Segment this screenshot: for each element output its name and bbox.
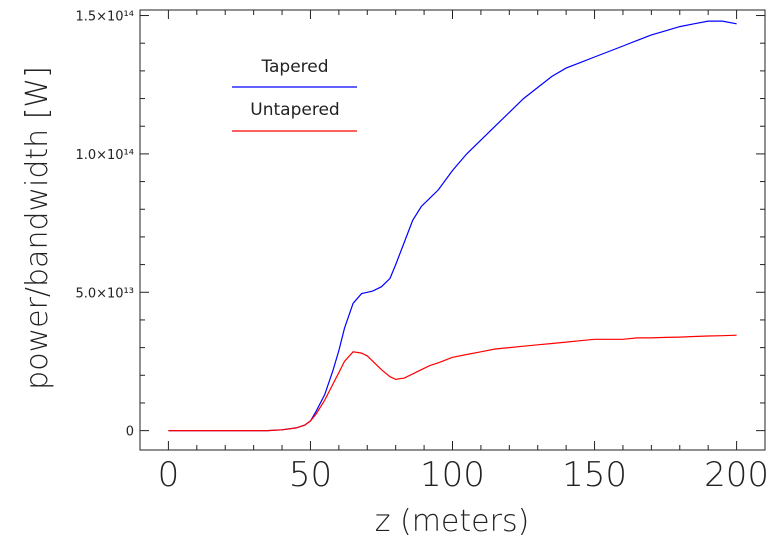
y-tick-label: 5.0×10¹³ [75, 286, 134, 301]
x-tick-label: 150 [562, 455, 627, 495]
y-tick-label: 1.0×10¹⁴ [75, 148, 134, 163]
legend: Tapered Untapered [232, 57, 357, 132]
series-line-tapered [168, 20, 737, 432]
y-tick-label: 1.5×10¹⁴ [75, 10, 134, 25]
axes [139, 9, 766, 451]
legend-label-untapered: Untapered [250, 100, 339, 120]
legend-label-tapered: Tapered [260, 57, 328, 77]
x-tick-label: 0 [158, 455, 180, 495]
x-axis-label: z (meters) [375, 504, 530, 539]
x-tick-label: 200 [704, 455, 769, 495]
plot-frame [139, 9, 766, 451]
x-tick-label: 50 [289, 455, 332, 495]
tick-labels: 0 50 100 150 200 0 5.0×10¹³ 1.0×10¹⁴ 1.5×10¹⁴ [75, 10, 769, 495]
ticks [139, 10, 766, 450]
x-tick-label: 100 [420, 455, 485, 495]
y-axis-label: power/bandwidth [W] [20, 66, 55, 390]
series-line-untapered [168, 334, 737, 432]
series-layer [168, 20, 737, 432]
y-tick-label: 0 [126, 425, 134, 440]
